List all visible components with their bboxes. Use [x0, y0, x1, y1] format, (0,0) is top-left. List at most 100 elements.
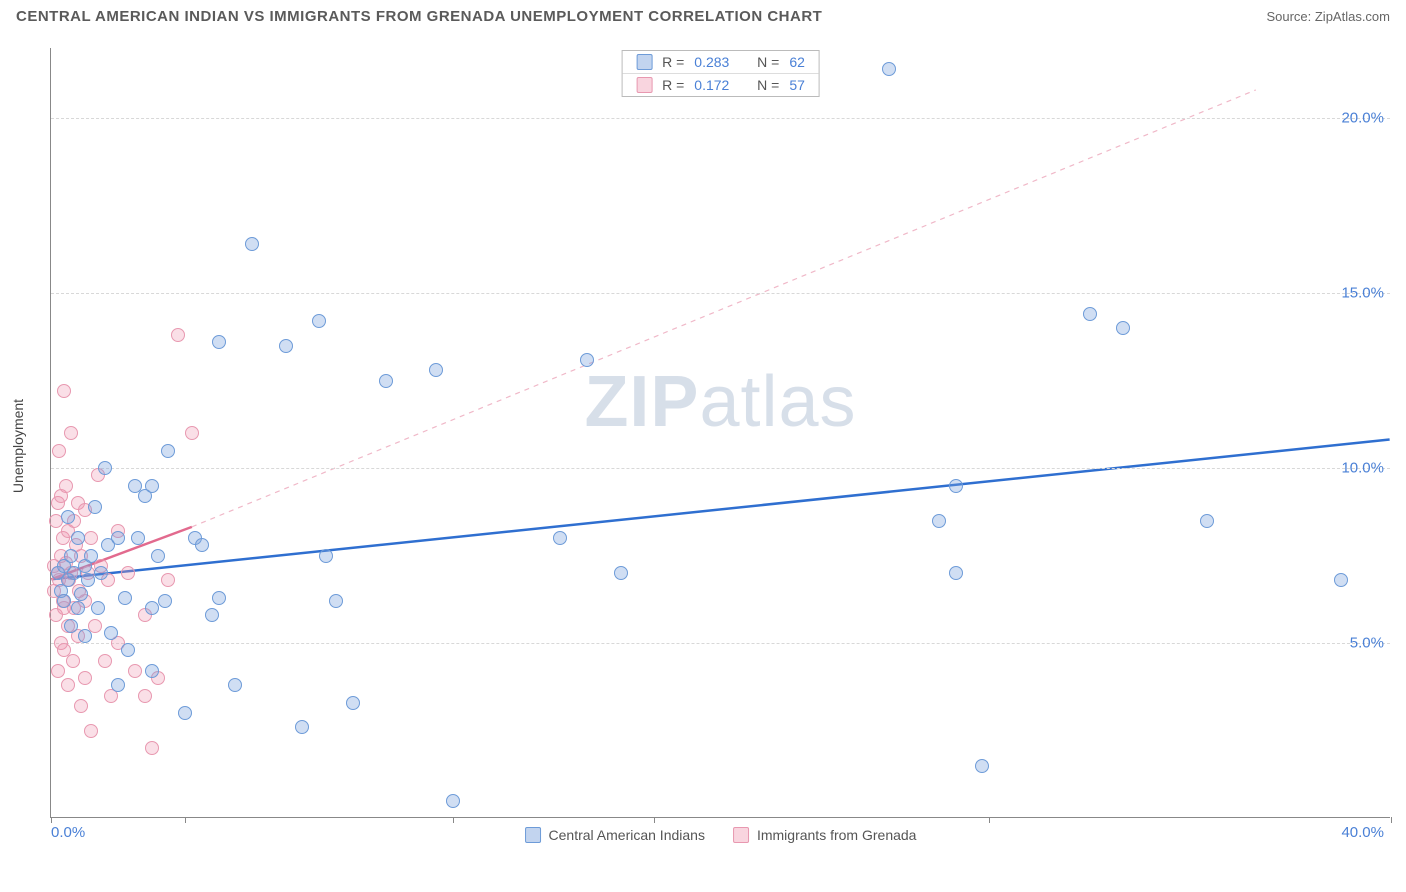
data-point	[57, 384, 71, 398]
stats-legend: R = 0.283 N = 62 R = 0.172 N = 57	[621, 50, 820, 97]
data-point	[138, 689, 152, 703]
legend-swatch-pink-icon	[733, 827, 749, 843]
data-point	[118, 591, 132, 605]
data-point	[228, 678, 242, 692]
data-point	[949, 479, 963, 493]
data-point	[151, 549, 165, 563]
data-point	[161, 573, 175, 587]
data-point	[1334, 573, 1348, 587]
x-tick	[1391, 817, 1392, 823]
data-point	[145, 479, 159, 493]
legend-label-blue: Central American Indians	[549, 827, 705, 843]
x-tick	[654, 817, 655, 823]
data-point	[84, 724, 98, 738]
legend-swatch-pink	[636, 77, 652, 93]
data-point	[245, 237, 259, 251]
data-point	[57, 594, 71, 608]
data-point	[145, 664, 159, 678]
data-point	[78, 629, 92, 643]
gridline	[51, 643, 1390, 644]
data-point	[71, 601, 85, 615]
gridline	[51, 468, 1390, 469]
legend-swatch-blue-icon	[525, 827, 541, 843]
data-point	[932, 514, 946, 528]
data-point	[111, 531, 125, 545]
data-point	[98, 654, 112, 668]
data-point	[64, 426, 78, 440]
data-point	[128, 664, 142, 678]
data-point	[329, 594, 343, 608]
data-point	[975, 759, 989, 773]
data-point	[205, 608, 219, 622]
data-point	[81, 573, 95, 587]
data-point	[580, 353, 594, 367]
data-point	[91, 601, 105, 615]
data-point	[446, 794, 460, 808]
data-point	[429, 363, 443, 377]
gridline	[51, 118, 1390, 119]
data-point	[64, 549, 78, 563]
data-point	[61, 510, 75, 524]
chart-title: CENTRAL AMERICAN INDIAN VS IMMIGRANTS FR…	[16, 8, 822, 25]
data-point	[553, 531, 567, 545]
data-point	[121, 566, 135, 580]
x-tick	[453, 817, 454, 823]
data-point	[61, 678, 75, 692]
data-point	[295, 720, 309, 734]
y-axis-label: Unemployment	[10, 399, 26, 493]
data-point	[64, 619, 78, 633]
data-point	[279, 339, 293, 353]
trend-lines	[51, 48, 1390, 817]
watermark: ZIPatlas	[584, 361, 856, 443]
x-tick	[989, 817, 990, 823]
x-tick	[185, 817, 186, 823]
data-point	[158, 594, 172, 608]
data-point	[171, 328, 185, 342]
data-point	[178, 706, 192, 720]
series-legend: Central American Indians Immigrants from…	[525, 827, 917, 843]
data-point	[104, 626, 118, 640]
data-point	[111, 678, 125, 692]
source-attribution: Source: ZipAtlas.com	[1266, 9, 1390, 24]
y-tick-label: 10.0%	[1341, 460, 1384, 477]
data-point	[74, 699, 88, 713]
data-point	[212, 591, 226, 605]
data-point	[84, 531, 98, 545]
data-point	[614, 566, 628, 580]
data-point	[52, 444, 66, 458]
data-point	[51, 664, 65, 678]
y-tick-label: 5.0%	[1350, 635, 1384, 652]
y-tick-label: 15.0%	[1341, 285, 1384, 302]
data-point	[121, 643, 135, 657]
data-point	[185, 426, 199, 440]
data-point	[212, 335, 226, 349]
data-point	[319, 549, 333, 563]
data-point	[145, 741, 159, 755]
data-point	[1200, 514, 1214, 528]
x-tick	[51, 817, 52, 823]
data-point	[1083, 307, 1097, 321]
data-point	[71, 531, 85, 545]
gridline	[51, 293, 1390, 294]
y-tick-label: 20.0%	[1341, 110, 1384, 127]
data-point	[78, 671, 92, 685]
data-point	[66, 654, 80, 668]
data-point	[145, 601, 159, 615]
data-point	[1116, 321, 1130, 335]
data-point	[882, 62, 896, 76]
legend-label-pink: Immigrants from Grenada	[757, 827, 917, 843]
data-point	[98, 461, 112, 475]
data-point	[84, 549, 98, 563]
data-point	[131, 531, 145, 545]
data-point	[195, 538, 209, 552]
data-point	[59, 479, 73, 493]
x-tick-label: 40.0%	[1341, 824, 1384, 841]
data-point	[161, 444, 175, 458]
data-point	[949, 566, 963, 580]
legend-swatch-blue	[636, 54, 652, 70]
data-point	[94, 566, 108, 580]
data-point	[379, 374, 393, 388]
data-point	[88, 500, 102, 514]
data-point	[346, 696, 360, 710]
data-point	[312, 314, 326, 328]
